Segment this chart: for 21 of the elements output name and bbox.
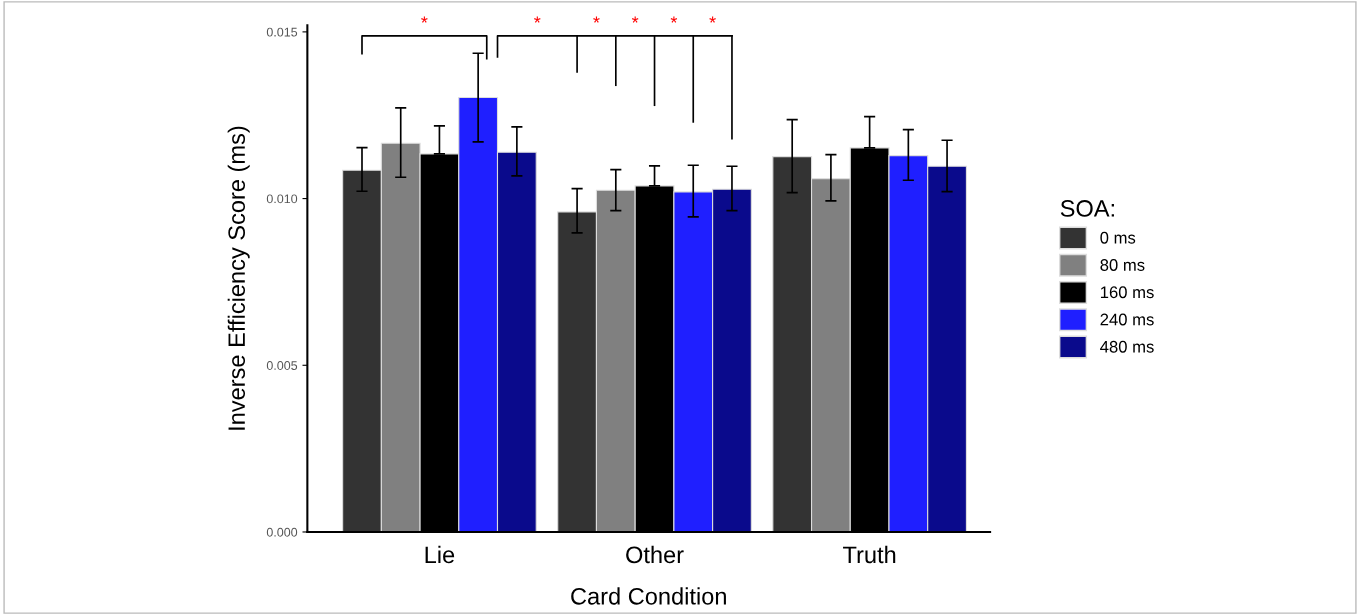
y-tick-label: 0.015 [266,27,298,37]
text: * [709,16,716,23]
legend-label: 0 ms [1100,231,1136,244]
text: * [631,16,639,23]
legend-label: 480 ms [1100,340,1154,353]
x-axis-title: Card Condition [571,587,726,605]
legend-title: SOA: [1060,200,1114,217]
y-tick-label: 0.005 [266,361,298,370]
y-axis-title: Inverse Efficiency Score (ms) [227,126,250,430]
x-tick-label: Truth [843,545,896,564]
x-tick-label: Other [626,545,684,564]
legend-label: 160 ms [1100,286,1154,299]
text: * [593,16,600,23]
y-tick-label: 0.010 [266,194,298,204]
legend-label: 80 ms [1100,259,1145,271]
legend-label: 240 ms [1100,313,1154,326]
text: * [421,16,428,23]
text: * [670,16,678,23]
y-tick-label: 0.000 [266,527,298,537]
x-tick-label: Lie [425,545,455,564]
text: * [534,16,541,23]
